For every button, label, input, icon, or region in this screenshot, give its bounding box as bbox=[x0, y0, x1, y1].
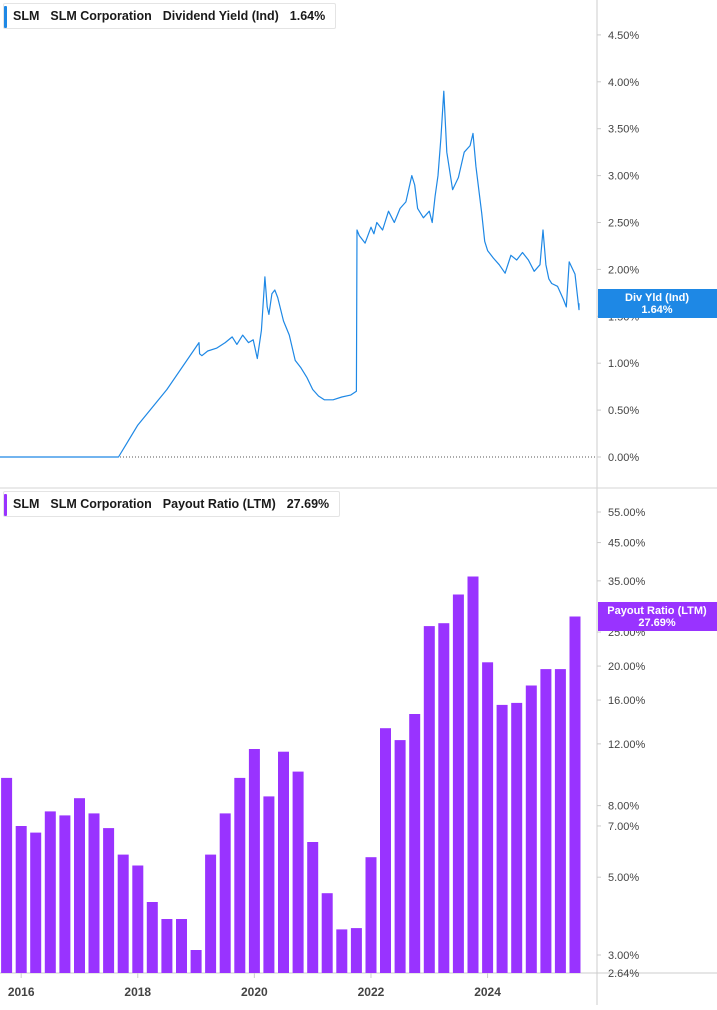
dividend-yield-line bbox=[0, 90, 580, 458]
payout-bar bbox=[554, 669, 566, 973]
payout-bar bbox=[234, 777, 246, 973]
x-tick-label: 2022 bbox=[358, 985, 385, 999]
y-tick-label: 2.00% bbox=[608, 264, 639, 276]
payout-bar bbox=[117, 854, 129, 973]
payout-ratio-chart: 2.64% 3.00% 5.00% 7.00% 8.00% 12.00% 16.00% 20.… bbox=[1, 507, 717, 980]
dividend-yield-chart: 0.00%0.50%1.00%1.50%2.00%2.50%3.00%3.50%… bbox=[0, 30, 717, 464]
payout-bar bbox=[438, 623, 450, 973]
y-tick-label: 7.00% bbox=[608, 821, 639, 833]
payout-bar bbox=[394, 740, 406, 973]
payout-bar bbox=[132, 865, 144, 973]
legend-company: SLM Corporation bbox=[50, 9, 152, 23]
y-tick-label: 16.00% bbox=[608, 695, 646, 707]
payout-bar bbox=[15, 826, 27, 973]
current-yield-tag-bg bbox=[598, 289, 717, 318]
legend-payout-ratio-swatch bbox=[4, 494, 7, 516]
current-payout-tag-value: 27.69% bbox=[638, 617, 676, 629]
payout-bar bbox=[467, 576, 479, 973]
payout-bar bbox=[219, 813, 231, 973]
y-tick-label: 5.00% bbox=[608, 872, 639, 884]
legend-dividend-yield: SLM SLM Corporation Dividend Yield (Ind)… bbox=[3, 3, 337, 29]
legend-company: SLM Corporation bbox=[50, 497, 152, 511]
payout-bar bbox=[30, 832, 42, 973]
current-yield-tag: Div Yld (Ind)1.64% bbox=[598, 289, 717, 318]
y-tick-label: 12.00% bbox=[608, 739, 646, 751]
payout-bar bbox=[263, 796, 275, 973]
payout-bar bbox=[103, 828, 115, 973]
payout-bar bbox=[161, 919, 173, 973]
legend-metric: Payout Ratio (LTM) bbox=[162, 497, 276, 511]
y-tick-label: 2.50% bbox=[608, 218, 639, 230]
payout-bar bbox=[409, 714, 421, 973]
y-tick-label: 0.00% bbox=[608, 452, 639, 464]
x-tick-label: 2024 bbox=[474, 985, 501, 999]
legend-payout-ratio: SLM SLM Corporation Payout Ratio (LTM) 2… bbox=[3, 491, 341, 517]
payout-bar bbox=[176, 919, 187, 973]
payout-bar bbox=[365, 857, 377, 973]
payout-bar bbox=[525, 685, 537, 973]
legend-ticker: SLM bbox=[13, 497, 40, 511]
y-tick-label: 4.00% bbox=[608, 77, 639, 89]
x-tick-label: 2018 bbox=[124, 985, 151, 999]
legend-dividend-yield-swatch bbox=[4, 6, 7, 28]
payout-bar bbox=[292, 771, 304, 973]
payout-bar bbox=[482, 662, 494, 973]
y-tick-label: 35.00% bbox=[608, 576, 646, 588]
payout-bar bbox=[336, 929, 348, 973]
legend-ticker: SLM bbox=[13, 9, 40, 23]
legend-value: 27.69% bbox=[286, 497, 330, 511]
y-tick-label: 2.64% bbox=[608, 968, 639, 980]
y-tick-label: 55.00% bbox=[608, 507, 646, 519]
payout-bar bbox=[321, 893, 333, 973]
y-tick-label: 3.50% bbox=[608, 124, 639, 136]
payout-bar bbox=[511, 702, 523, 973]
y-tick-label: 3.00% bbox=[608, 171, 639, 183]
y-tick-label: 20.00% bbox=[608, 661, 646, 673]
current-yield-tag-name: Div Yld (Ind) bbox=[625, 292, 689, 304]
x-axis: 2016 2018 2020 2022 2024 bbox=[8, 973, 501, 999]
payout-bar bbox=[88, 813, 100, 973]
payout-bar bbox=[569, 616, 581, 973]
y-tick-label: 8.00% bbox=[608, 801, 639, 813]
payout-bar bbox=[1, 777, 13, 973]
payout-bar bbox=[190, 950, 202, 973]
payout-bar bbox=[74, 798, 85, 973]
payout-bar bbox=[350, 928, 362, 973]
y-tick-label: 0.50% bbox=[608, 405, 639, 417]
payout-bar bbox=[496, 704, 508, 973]
legend-value: 1.64% bbox=[289, 9, 326, 23]
x-tick-label: 2020 bbox=[241, 985, 268, 999]
payout-bar bbox=[540, 669, 552, 973]
legend-metric: Dividend Yield (Ind) bbox=[162, 9, 279, 23]
y-tick-label: 45.00% bbox=[608, 538, 646, 550]
current-payout-tag-bg bbox=[598, 602, 717, 631]
payout-bar bbox=[380, 728, 391, 973]
current-payout-tag-name: Payout Ratio (LTM) bbox=[607, 605, 707, 617]
payout-bar bbox=[423, 626, 435, 973]
payout-bar bbox=[278, 751, 289, 973]
y-tick-label: 1.00% bbox=[608, 358, 639, 370]
payout-bar bbox=[307, 842, 319, 973]
payout-bar bbox=[146, 902, 158, 973]
x-tick-label: 2016 bbox=[8, 985, 35, 999]
current-payout-tag: Payout Ratio (LTM)27.69% bbox=[598, 602, 717, 631]
payout-bar bbox=[44, 811, 56, 973]
payout-bar bbox=[248, 749, 260, 973]
payout-bar bbox=[205, 854, 217, 973]
current-yield-tag-value: 1.64% bbox=[641, 304, 672, 316]
payout-bar bbox=[452, 594, 464, 973]
payout-bar bbox=[59, 815, 71, 973]
y-tick-label: 3.00% bbox=[608, 950, 639, 962]
y-tick-label: 4.50% bbox=[608, 30, 639, 42]
